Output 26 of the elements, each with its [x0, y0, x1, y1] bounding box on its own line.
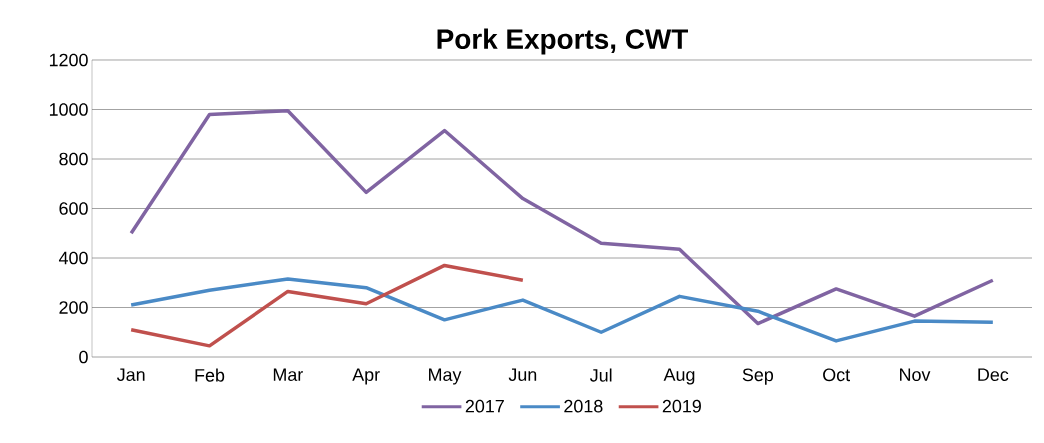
y-tick-label: 800: [59, 152, 88, 166]
y-tick-label: 600: [59, 202, 88, 215]
x-tick-label: Apr: [352, 368, 380, 385]
x-tick-label: Feb: [195, 368, 225, 382]
x-tick-label: Jul: [589, 368, 612, 382]
x-tick-label: Jan: [116, 368, 145, 381]
chart-title: Pork Exports, CWT: [437, 28, 688, 55]
legend-label: 2018: [564, 399, 603, 413]
x-tick-label: Nov: [900, 368, 931, 381]
x-tick-label: Oct: [823, 368, 851, 382]
x-tick-label: Mar: [273, 368, 303, 381]
y-tick-label: 0: [79, 350, 88, 364]
line-series: [129, 108, 995, 326]
x-tick-label: Dec: [978, 368, 1009, 381]
y-tick-label: 1200: [49, 53, 88, 67]
y-tick-label: 200: [59, 301, 88, 314]
y-tick-label: 400: [58, 251, 88, 265]
legend-label: 2019: [662, 399, 701, 413]
y-tick-label: 1000: [49, 103, 88, 116]
line-series: [129, 277, 995, 343]
x-tick-label: Jun: [508, 368, 537, 381]
x-tick-label: May: [429, 368, 462, 385]
line-series: [129, 263, 525, 348]
x-tick-label: Sep: [742, 368, 774, 385]
x-tick-label: Aug: [663, 368, 695, 385]
legend-label: 2017: [465, 399, 504, 413]
